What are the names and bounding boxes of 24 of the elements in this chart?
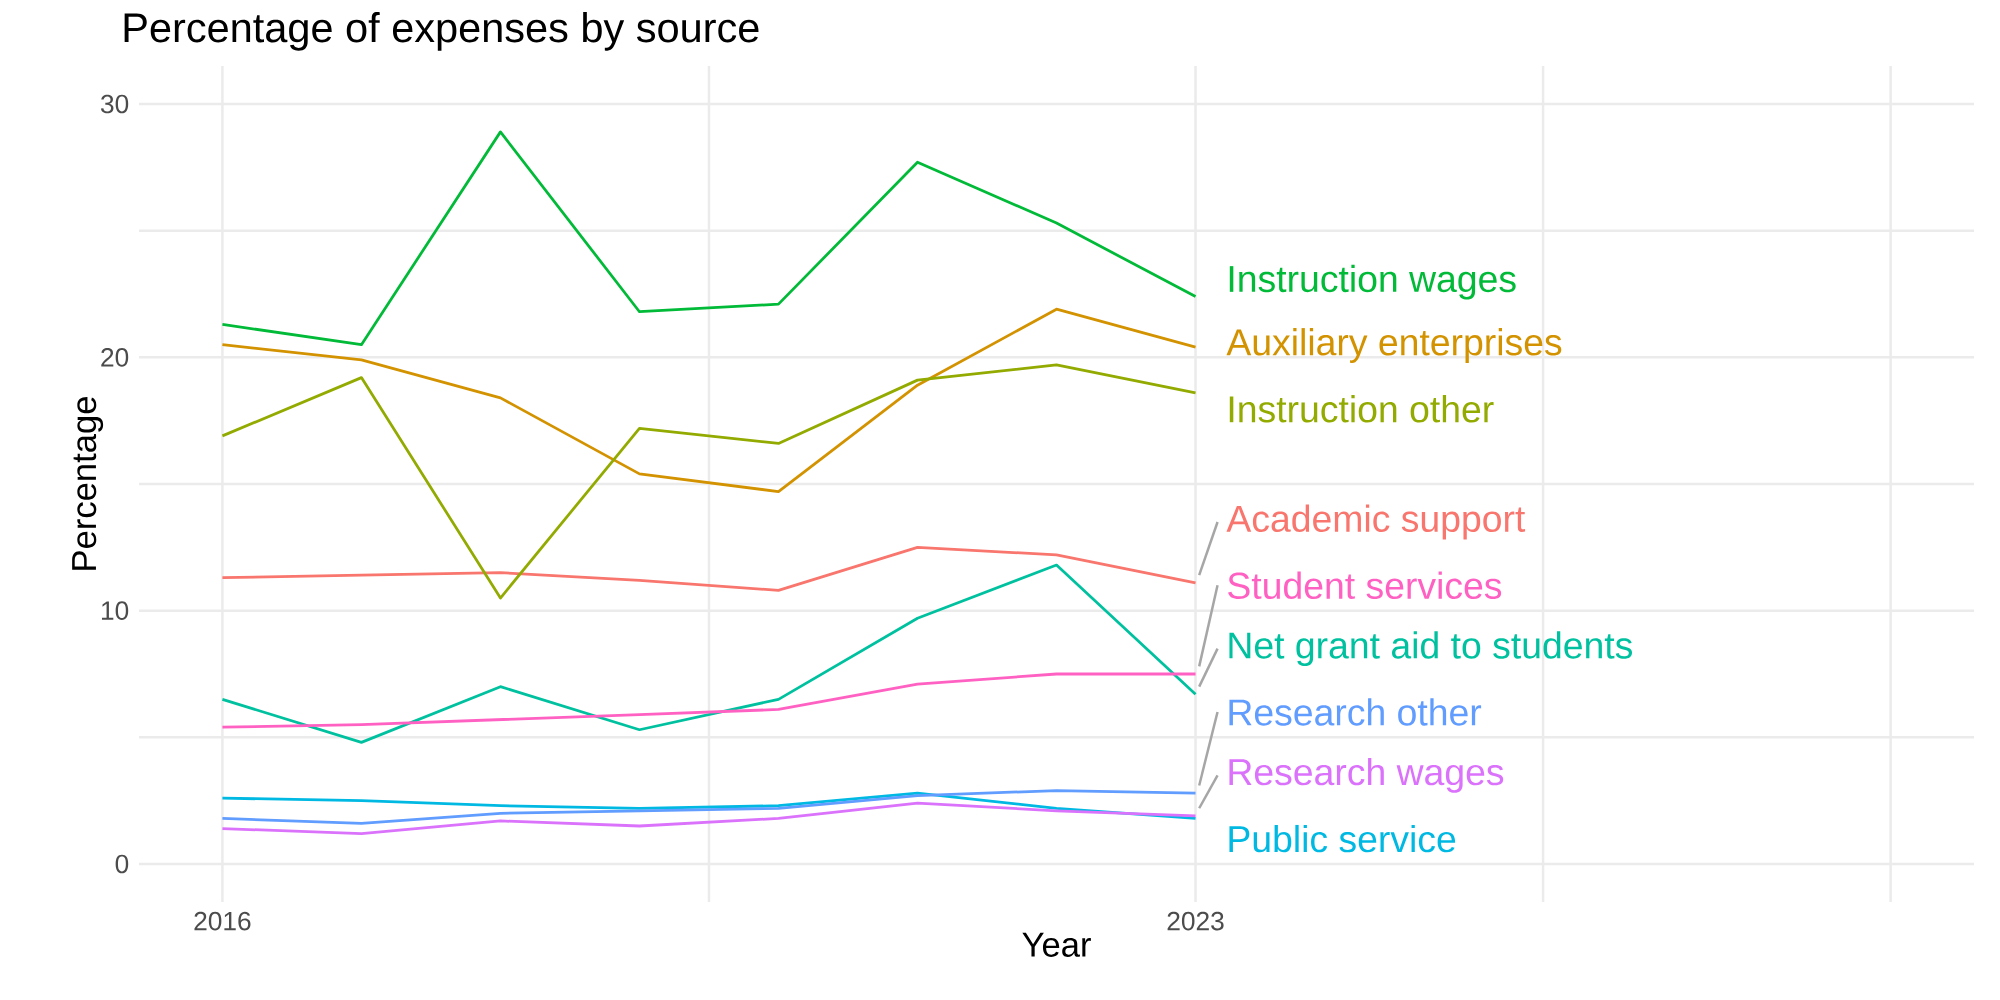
line-series bbox=[221, 363, 1197, 600]
chart-title: Percentage of expenses by source bbox=[124, 12, 759, 51]
series-label: Net grant aid to students bbox=[1229, 631, 1633, 667]
y-tick-label: 10 bbox=[101, 601, 129, 620]
series-label: Public service bbox=[1229, 824, 1456, 853]
series-label: Auxiliary enterprises bbox=[1226, 328, 1562, 363]
series-label: Academic support bbox=[1226, 504, 1526, 540]
y-tick-label: 0 bbox=[115, 854, 129, 874]
series-label: Research wages bbox=[1229, 757, 1504, 793]
x-tick-label: 2016 bbox=[194, 911, 251, 931]
line-series bbox=[221, 307, 1197, 493]
x-tick-label: 2023 bbox=[1167, 911, 1224, 931]
x-axis-title: Year bbox=[1022, 932, 1091, 957]
series-label: Instruction wages bbox=[1229, 264, 1516, 300]
y-tick-label: 30 bbox=[100, 94, 129, 114]
y-axis-title: Percentage bbox=[72, 397, 104, 570]
y-tick-label: 20 bbox=[101, 348, 129, 367]
series-label: Instruction other bbox=[1229, 395, 1494, 423]
line-series bbox=[221, 801, 1197, 835]
text: Research other bbox=[1229, 698, 1482, 726]
line-series bbox=[221, 130, 1197, 347]
line-series bbox=[221, 563, 1197, 744]
text: Student services bbox=[1228, 571, 1502, 600]
line-series bbox=[221, 545, 1197, 592]
